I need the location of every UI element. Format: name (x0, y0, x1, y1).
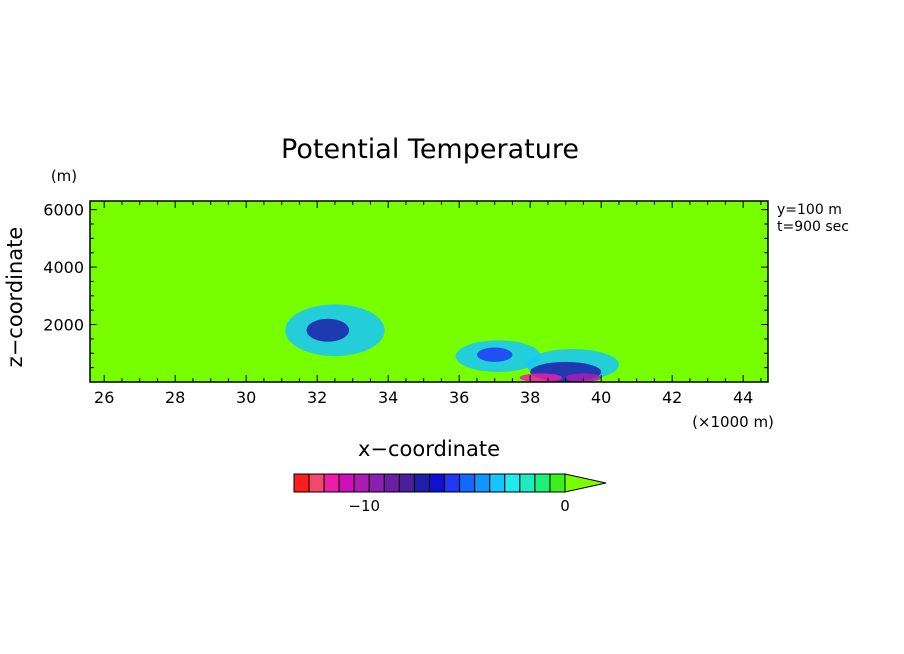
colorbar-swatch-1 (308, 473, 325, 493)
x-tick-label-30: 30 (236, 388, 256, 407)
plot-background (90, 201, 768, 382)
x-tick-label-32: 32 (307, 388, 327, 407)
colorbar-swatch-16 (534, 473, 551, 493)
colorbar-swatch-13 (489, 473, 506, 493)
colorbar-swatch-2 (323, 473, 340, 493)
x-axis-label: x−coordinate (358, 437, 500, 461)
annotation-t: t=900 sec (777, 219, 849, 235)
colorbar-extend-arrow (564, 473, 607, 493)
chart-title: Potential Temperature (281, 134, 579, 165)
field-feature-6 (519, 373, 563, 382)
colorbar-swatch-15 (519, 473, 536, 493)
x-tick-label-28: 28 (165, 388, 185, 407)
colorbar: −10 0 (293, 473, 607, 515)
colorbar-swatch-17 (549, 473, 566, 493)
plot-area: 26 28 30 32 34 36 38 40 42 44 2000 4000 6000 (43, 200, 769, 407)
x-tick-label-36: 36 (449, 388, 469, 407)
colorbar-swatch-12 (474, 473, 491, 493)
colorbar-swatch-3 (338, 473, 355, 493)
plot-frame (89, 200, 769, 383)
field-feature-3 (476, 347, 513, 362)
colorbar-swatch-6 (383, 473, 400, 493)
x-tick-label-34: 34 (378, 388, 398, 407)
y-unit-label: (m) (51, 167, 77, 185)
colorbar-swatch-4 (353, 473, 370, 493)
y-tick-label-2000: 2000 (43, 316, 84, 335)
field-feature-1 (306, 318, 350, 342)
x-unit-label: (×1000 m) (692, 413, 774, 431)
annotation-y: y=100 m (777, 202, 842, 218)
x-tick-label-40: 40 (591, 388, 611, 407)
colorbar-swatch-11 (459, 473, 476, 493)
x-tick-label-38: 38 (520, 388, 540, 407)
x-tick-label-42: 42 (662, 388, 682, 407)
colorbar-swatch-0 (293, 473, 310, 493)
y-tick-label-4000: 4000 (43, 258, 84, 277)
x-tick-label-26: 26 (94, 388, 114, 407)
colorbar-tick-label-1: 0 (560, 497, 570, 515)
x-tick-label-44: 44 (733, 388, 753, 407)
y-axis-label: z−coordinate (3, 227, 27, 368)
y-tick-label-6000: 6000 (43, 201, 84, 220)
field-feature-7 (565, 373, 602, 382)
colorbar-swatch-14 (504, 473, 521, 493)
colorbar-swatch-9 (429, 473, 446, 493)
colorbar-tick-label-0: −10 (348, 497, 380, 515)
colorbar-swatch-8 (413, 473, 431, 493)
colorbar-swatch-10 (444, 473, 461, 493)
colorbar-swatch-7 (398, 473, 415, 493)
colorbar-swatch-5 (368, 473, 385, 493)
